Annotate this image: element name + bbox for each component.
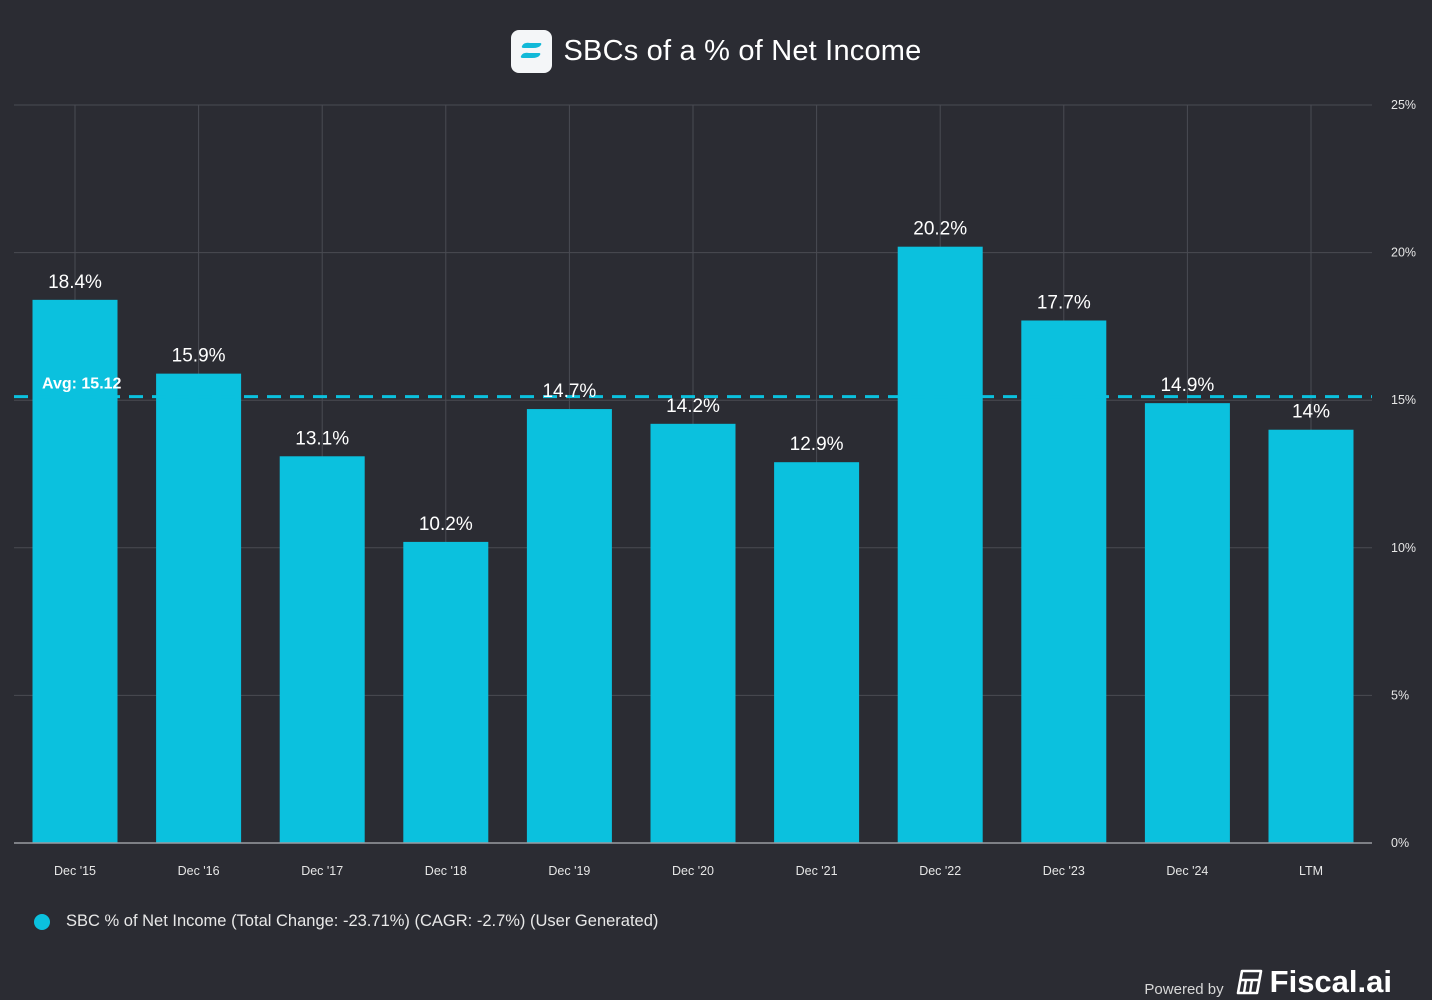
y-tick-label: 10% [1391,541,1416,555]
bar[interactable] [774,462,860,843]
average-label: Avg: 15.12 [42,376,122,393]
brand-name: Fiscal.ai [1269,964,1392,999]
data-label: 18.4% [48,272,102,293]
y-tick-label: 5% [1391,688,1409,702]
x-tick-label: Dec '17 [301,864,343,878]
bar[interactable] [156,373,242,843]
bar[interactable] [897,246,983,844]
x-tick-label: Dec '19 [548,864,590,878]
bar[interactable] [32,299,118,843]
x-tick-label: Dec '20 [672,864,714,878]
bar[interactable] [403,541,489,843]
legend-label: SBC % of Net Income (Total Change: -23.7… [66,912,659,930]
x-tick-label: Dec '16 [178,864,220,878]
data-label: 10.2% [419,514,473,535]
data-label: 20.2% [913,219,967,240]
bar[interactable] [279,456,365,843]
fiscal-ai-brand-icon [1236,969,1262,995]
legend-dot-icon [34,913,50,930]
data-label: 12.9% [790,434,844,455]
data-label: 14.9% [1160,375,1214,396]
data-label: 13.1% [295,428,349,449]
chart-header: SBCs of a % of Net Income [0,28,1432,74]
y-tick-label: 20% [1391,246,1416,260]
y-tick-label: 15% [1391,393,1416,407]
bar[interactable] [526,409,612,843]
bar[interactable] [1144,403,1230,843]
x-tick-label: Dec '24 [1166,864,1208,878]
x-tick-label: LTM [1299,864,1323,878]
powered-by-footer[interactable]: Powered by Fiscal.ai [1144,964,1392,1000]
x-tick-label: Dec '22 [919,864,961,878]
y-tick-label: 0% [1391,836,1409,850]
chart-title: SBCs of a % of Net Income [563,34,922,67]
data-label: 14% [1292,402,1330,423]
data-label: 14.2% [666,396,720,417]
bar[interactable] [1268,429,1354,843]
data-label: 15.9% [172,346,226,367]
powered-by-text: Powered by [1144,981,1224,998]
brand-logo: Fiscal.ai [1234,964,1392,1000]
data-label: 14.7% [542,381,596,402]
x-tick-label: Dec '15 [54,864,96,878]
y-tick-label: 25% [1391,98,1416,112]
bar[interactable] [1021,320,1107,844]
x-tick-label: Dec '23 [1043,864,1085,878]
x-tick-label: Dec '21 [796,864,838,878]
x-tick-label: Dec '18 [425,864,467,878]
data-label: 17.7% [1037,292,1091,313]
bar[interactable] [650,423,736,843]
fiscal-logo-icon [510,29,552,73]
chart-legend[interactable]: SBC % of Net Income (Total Change: -23.7… [34,912,658,931]
